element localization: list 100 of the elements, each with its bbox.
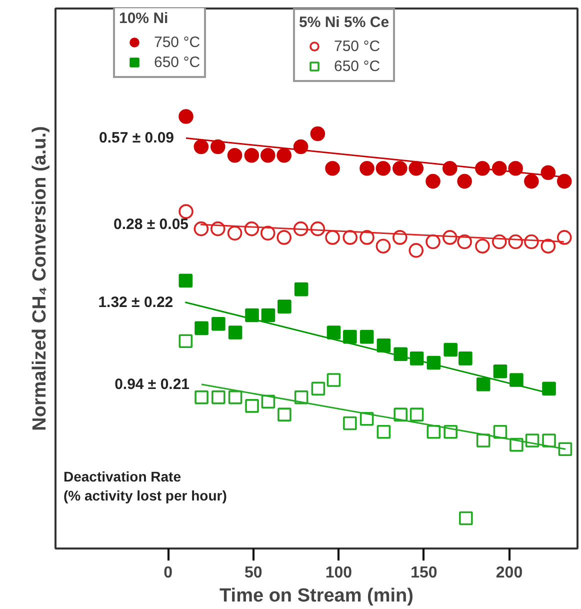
point	[212, 390, 226, 404]
point	[426, 424, 441, 439]
point	[227, 226, 242, 241]
point	[325, 160, 340, 176]
annotation: Deactivation Rate (% activity lost per hour)	[64, 468, 227, 504]
point	[294, 390, 308, 404]
point	[510, 438, 524, 452]
point	[276, 148, 292, 163]
point	[293, 221, 308, 236]
point	[524, 234, 539, 250]
point	[444, 424, 458, 439]
point	[525, 434, 540, 448]
point	[228, 390, 242, 404]
point	[476, 377, 490, 392]
point	[426, 174, 440, 189]
point	[410, 408, 424, 422]
point	[376, 424, 391, 439]
point	[360, 330, 374, 344]
point	[459, 511, 473, 526]
point	[210, 221, 226, 236]
point	[394, 347, 408, 361]
point	[278, 300, 292, 314]
point	[442, 230, 458, 245]
annotation: 0.28 ± 0.05	[114, 216, 189, 233]
point	[444, 342, 458, 357]
point	[245, 399, 259, 413]
point	[458, 352, 472, 366]
point	[244, 221, 260, 236]
point	[392, 230, 408, 245]
point	[360, 160, 374, 176]
point	[212, 316, 226, 331]
point	[260, 226, 276, 241]
point	[394, 408, 408, 422]
point	[194, 321, 208, 336]
point	[260, 148, 276, 163]
point	[476, 434, 490, 448]
point	[408, 160, 424, 176]
point	[276, 230, 292, 245]
point	[457, 174, 472, 189]
point	[410, 352, 424, 366]
point	[326, 373, 341, 387]
text: 10% Ni	[119, 10, 170, 27]
point	[244, 148, 260, 163]
point	[542, 434, 556, 448]
point	[493, 424, 508, 439]
point	[392, 160, 408, 176]
legend-label: 750 °C	[154, 33, 200, 51]
x-tick-label: 100	[325, 564, 352, 582]
point	[326, 326, 341, 340]
point	[475, 238, 490, 254]
y-axis-title: Normalized CH₄ Conversion (a.u.)	[30, 126, 50, 431]
point	[178, 109, 194, 124]
point	[376, 238, 391, 254]
point	[310, 126, 326, 142]
point	[325, 230, 340, 245]
legend-label: 650 °C	[334, 57, 380, 75]
point	[278, 408, 292, 422]
point	[342, 230, 358, 245]
annotation: 1.32 ± 0.22	[98, 294, 174, 311]
point	[227, 148, 242, 163]
point	[508, 160, 523, 176]
point	[376, 338, 391, 352]
point	[542, 382, 556, 396]
point	[261, 394, 276, 409]
annotation: 0.57 ± 0.09	[99, 130, 174, 147]
point	[343, 330, 357, 344]
point	[294, 282, 308, 296]
point	[510, 373, 524, 387]
point	[556, 230, 572, 245]
point	[524, 174, 539, 189]
point	[426, 234, 440, 250]
point	[492, 234, 507, 250]
point	[457, 234, 472, 250]
point	[360, 230, 374, 245]
point	[493, 364, 508, 378]
point	[360, 412, 374, 426]
point	[210, 139, 226, 154]
point	[508, 234, 523, 250]
point	[311, 382, 326, 396]
legend-label: 750 °C	[334, 37, 380, 55]
point	[194, 139, 209, 154]
point	[194, 390, 208, 404]
point	[558, 442, 572, 456]
point	[376, 160, 391, 176]
point	[540, 238, 556, 254]
x-axis-title: Time on Stream (min)	[220, 586, 414, 606]
point	[556, 174, 572, 189]
annotation: 0.94 ± 0.21	[114, 376, 190, 393]
x-tick-label: 200	[496, 564, 523, 582]
point	[261, 308, 276, 322]
text: 5% Ni 5% Ce	[299, 14, 390, 31]
point	[178, 274, 193, 288]
x-tick-label: 50	[244, 564, 262, 582]
point	[343, 416, 357, 430]
point	[178, 334, 193, 348]
point	[408, 243, 424, 258]
legend-label: 650 °C	[154, 53, 200, 71]
x-tick-label: 0	[164, 564, 173, 582]
x-tick-label: 150	[410, 564, 438, 582]
point	[178, 204, 194, 219]
